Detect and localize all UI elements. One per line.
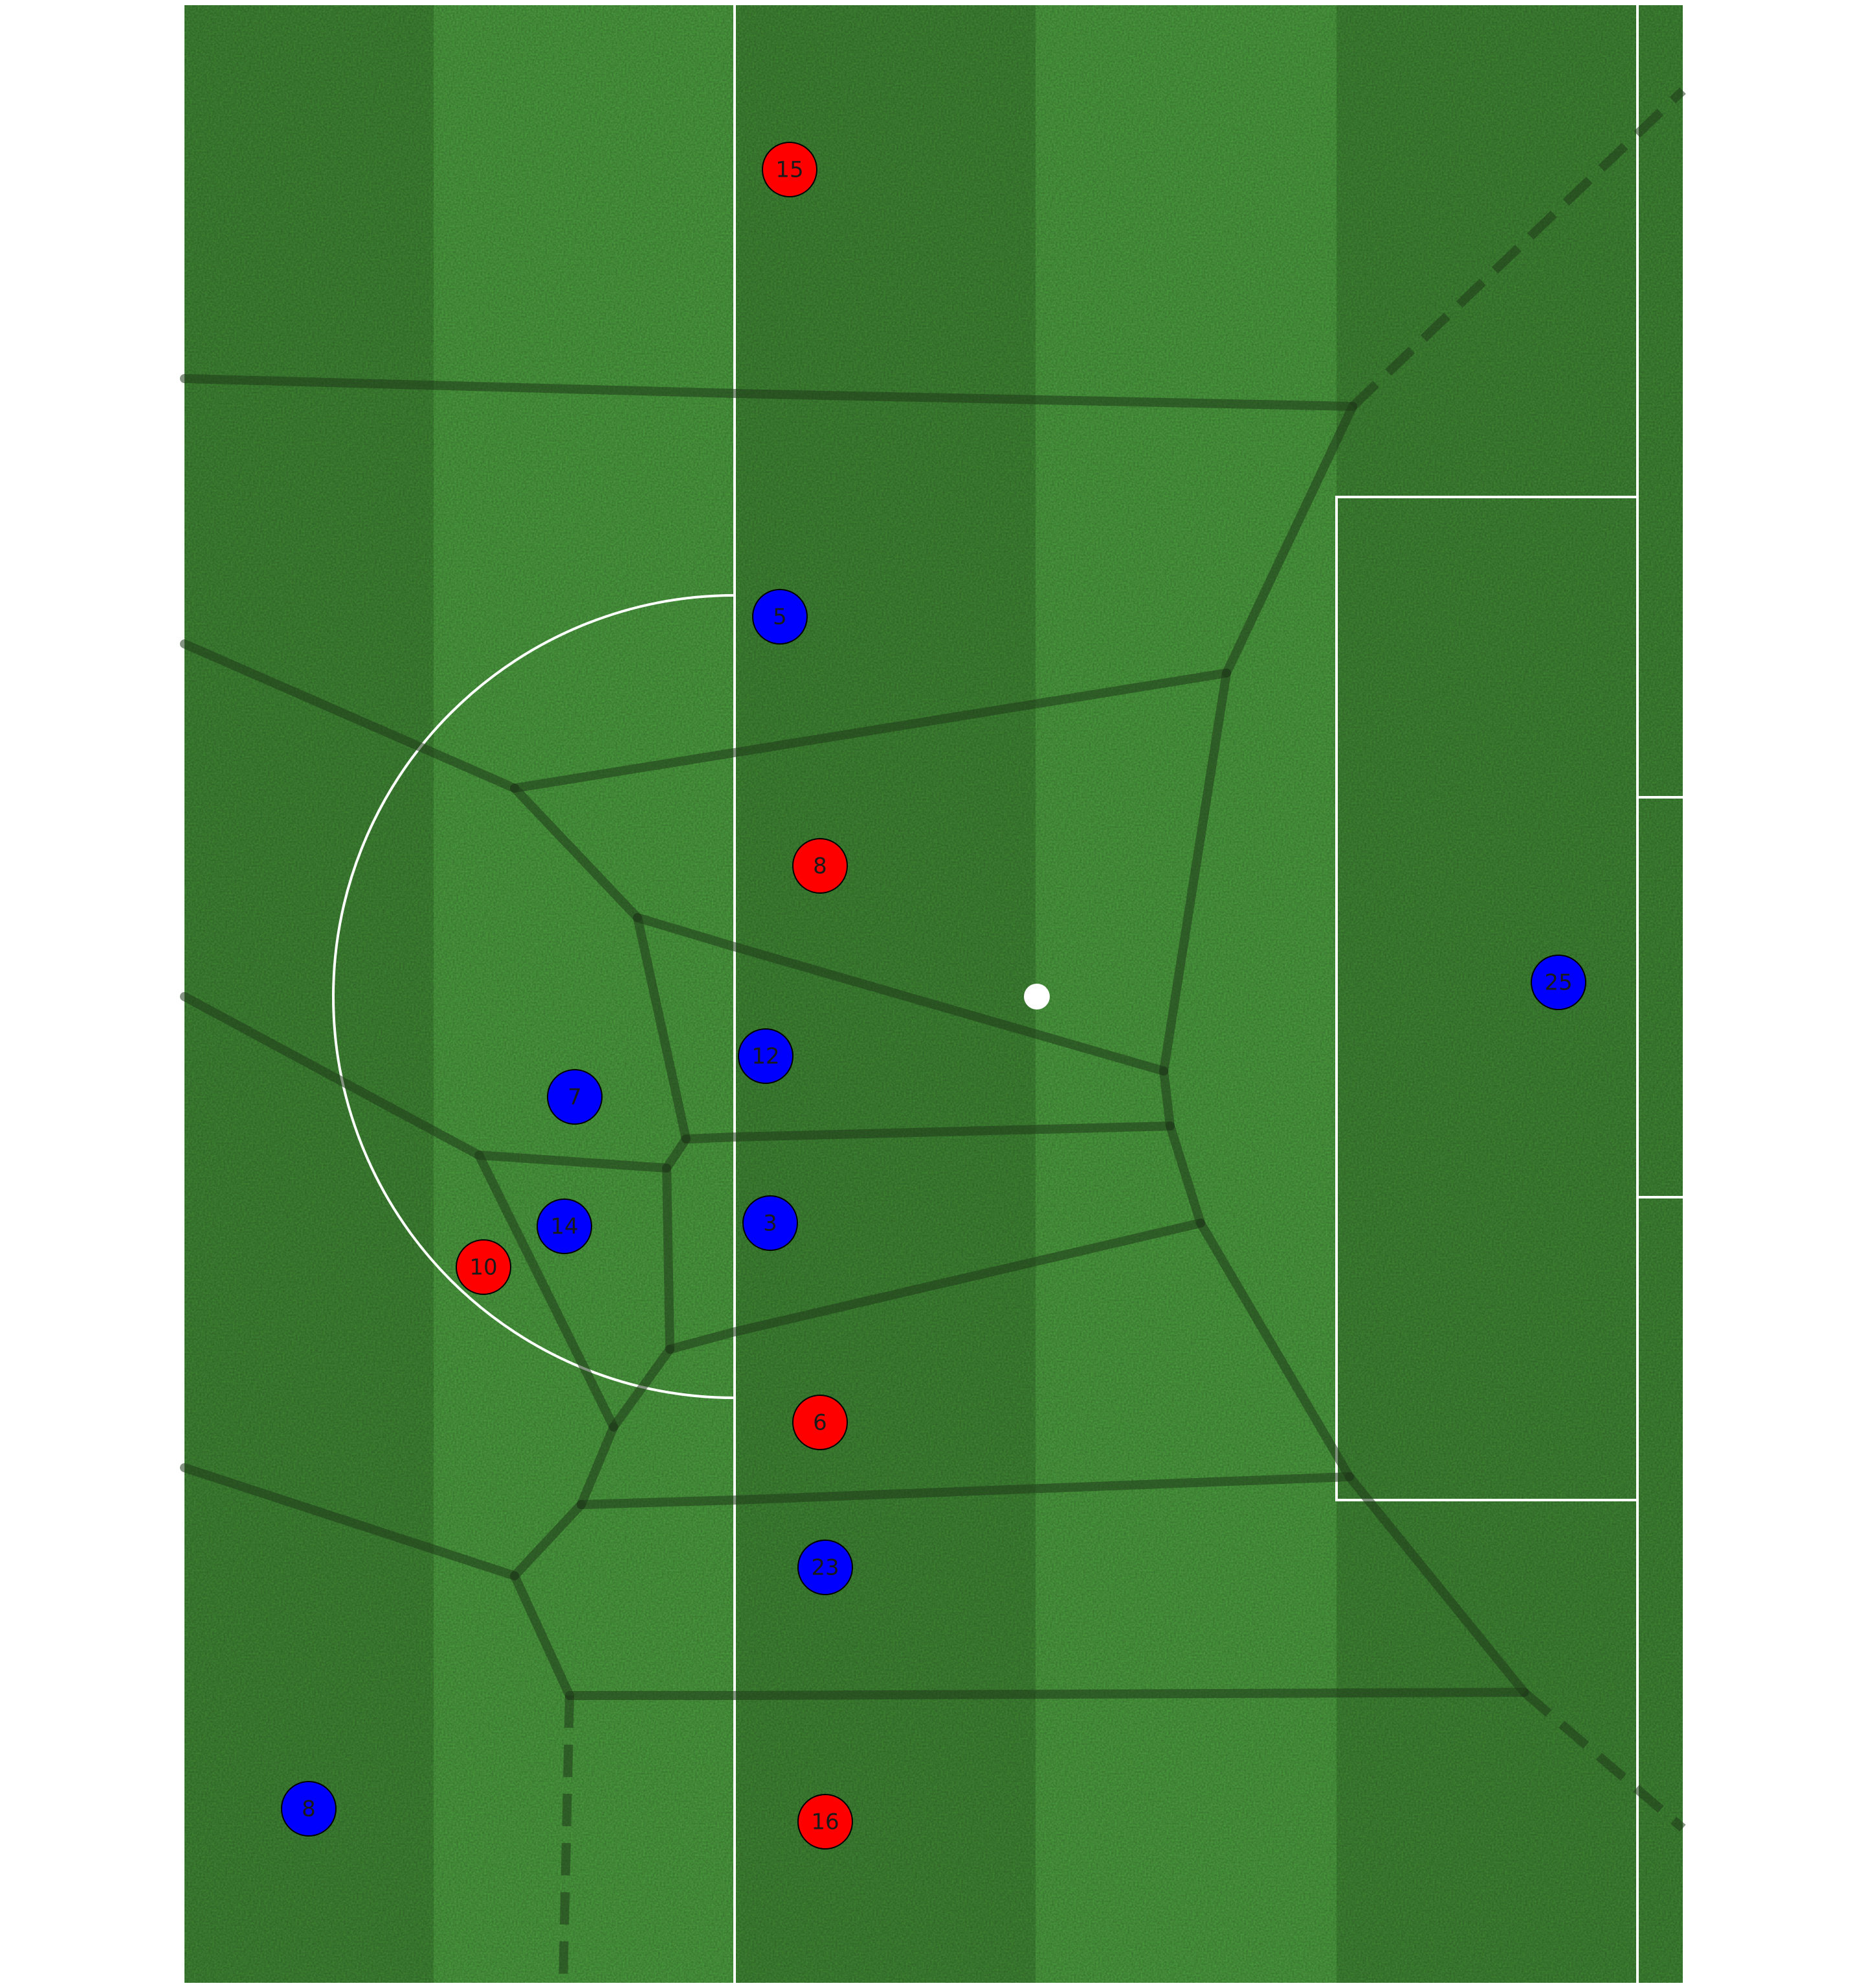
- voronoi-edge: [665, 1219, 1205, 1354]
- player-disc: [1531, 955, 1586, 1010]
- player-marker-red: 8: [792, 838, 848, 894]
- player-disc: [742, 1195, 798, 1251]
- player-number-label: 15: [775, 157, 803, 183]
- center-circle-arc: [332, 594, 735, 1399]
- player-marker-blue: 25: [1531, 955, 1586, 1010]
- player-marker-blue: 3: [742, 1195, 798, 1251]
- voronoi-edges: [180, 374, 1529, 1700]
- player-number-label: 5: [773, 604, 787, 630]
- voronoi-edge: [662, 1164, 674, 1354]
- player-disc: [797, 1794, 853, 1850]
- player-marker-blue: 7: [547, 1069, 603, 1125]
- voronoi-edges-unbounded: [559, 87, 1686, 1983]
- voronoi-edge-dashed: [1349, 87, 1686, 410]
- voronoi-edge: [510, 1571, 574, 1700]
- voronoi-edge: [1166, 1121, 1205, 1228]
- player-marker-red: 15: [762, 142, 817, 197]
- player-marker-red: 6: [792, 1395, 848, 1450]
- player-number-label: 16: [811, 1809, 839, 1835]
- voronoi-edge: [180, 374, 1357, 411]
- player-number-label: 10: [469, 1255, 497, 1281]
- player-disc: [547, 1069, 603, 1125]
- voronoi-edge: [682, 1121, 1175, 1143]
- voronoi-edge: [180, 639, 519, 793]
- player-disc: [797, 1540, 853, 1595]
- player-marker-red: 10: [456, 1239, 511, 1295]
- player-disc: [792, 838, 848, 894]
- player-marker-blue: 5: [752, 589, 808, 645]
- voronoi-edge: [577, 1472, 1354, 1509]
- player-number-label: 6: [813, 1410, 827, 1436]
- voronoi-edge: [510, 1500, 586, 1580]
- player-disc: [456, 1239, 511, 1295]
- voronoi-edge: [1222, 402, 1357, 678]
- voronoi-edge: [1159, 668, 1231, 1076]
- player-number-label: 8: [302, 1796, 316, 1822]
- player-number-label: 8: [813, 854, 827, 879]
- voronoi-edge: [510, 668, 1231, 793]
- player-number-label: 23: [811, 1555, 839, 1581]
- voronoi-edge: [609, 1345, 674, 1431]
- player-number-label: 12: [751, 1044, 779, 1070]
- player-disc: [281, 1781, 337, 1837]
- voronoi-edge: [1345, 1472, 1529, 1697]
- voronoi-edge: [633, 913, 691, 1143]
- voronoi-edge: [1196, 1219, 1354, 1481]
- pitch-surface: [184, 5, 1683, 1983]
- player-marker-blue: 14: [537, 1198, 592, 1254]
- player-marker-blue: 23: [797, 1540, 853, 1595]
- player-disc: [752, 589, 808, 645]
- player-marker-blue: 12: [738, 1028, 793, 1084]
- pitch-markings: [332, 5, 1683, 1983]
- player-number-label: 3: [763, 1211, 777, 1237]
- player-marker-red: 16: [797, 1794, 853, 1850]
- voronoi-edge: [474, 1151, 618, 1431]
- player-disc: [762, 142, 817, 197]
- voronoi-edge: [633, 913, 1168, 1076]
- player-number-label: 7: [568, 1085, 582, 1110]
- voronoi-edge: [1159, 1066, 1175, 1131]
- voronoi-edge: [180, 1463, 519, 1580]
- player-disc: [792, 1395, 848, 1450]
- player-disc: [537, 1198, 592, 1254]
- player-number-label: 14: [550, 1214, 578, 1240]
- ball: [1024, 984, 1050, 1010]
- player-disc: [738, 1028, 793, 1084]
- voronoi-edge: [565, 1688, 1529, 1700]
- voronoi-edge: [662, 1134, 691, 1173]
- voronoi-edge: [577, 1422, 618, 1509]
- voronoi-edge-dashed: [1521, 1688, 1686, 1832]
- player-number-label: 25: [1544, 970, 1572, 996]
- players-layer: 15 8 10 6 16 5 12 7 14 3 23 8 25: [281, 142, 1586, 1850]
- voronoi-edge: [510, 784, 642, 922]
- player-marker-blue: 8: [281, 1781, 337, 1837]
